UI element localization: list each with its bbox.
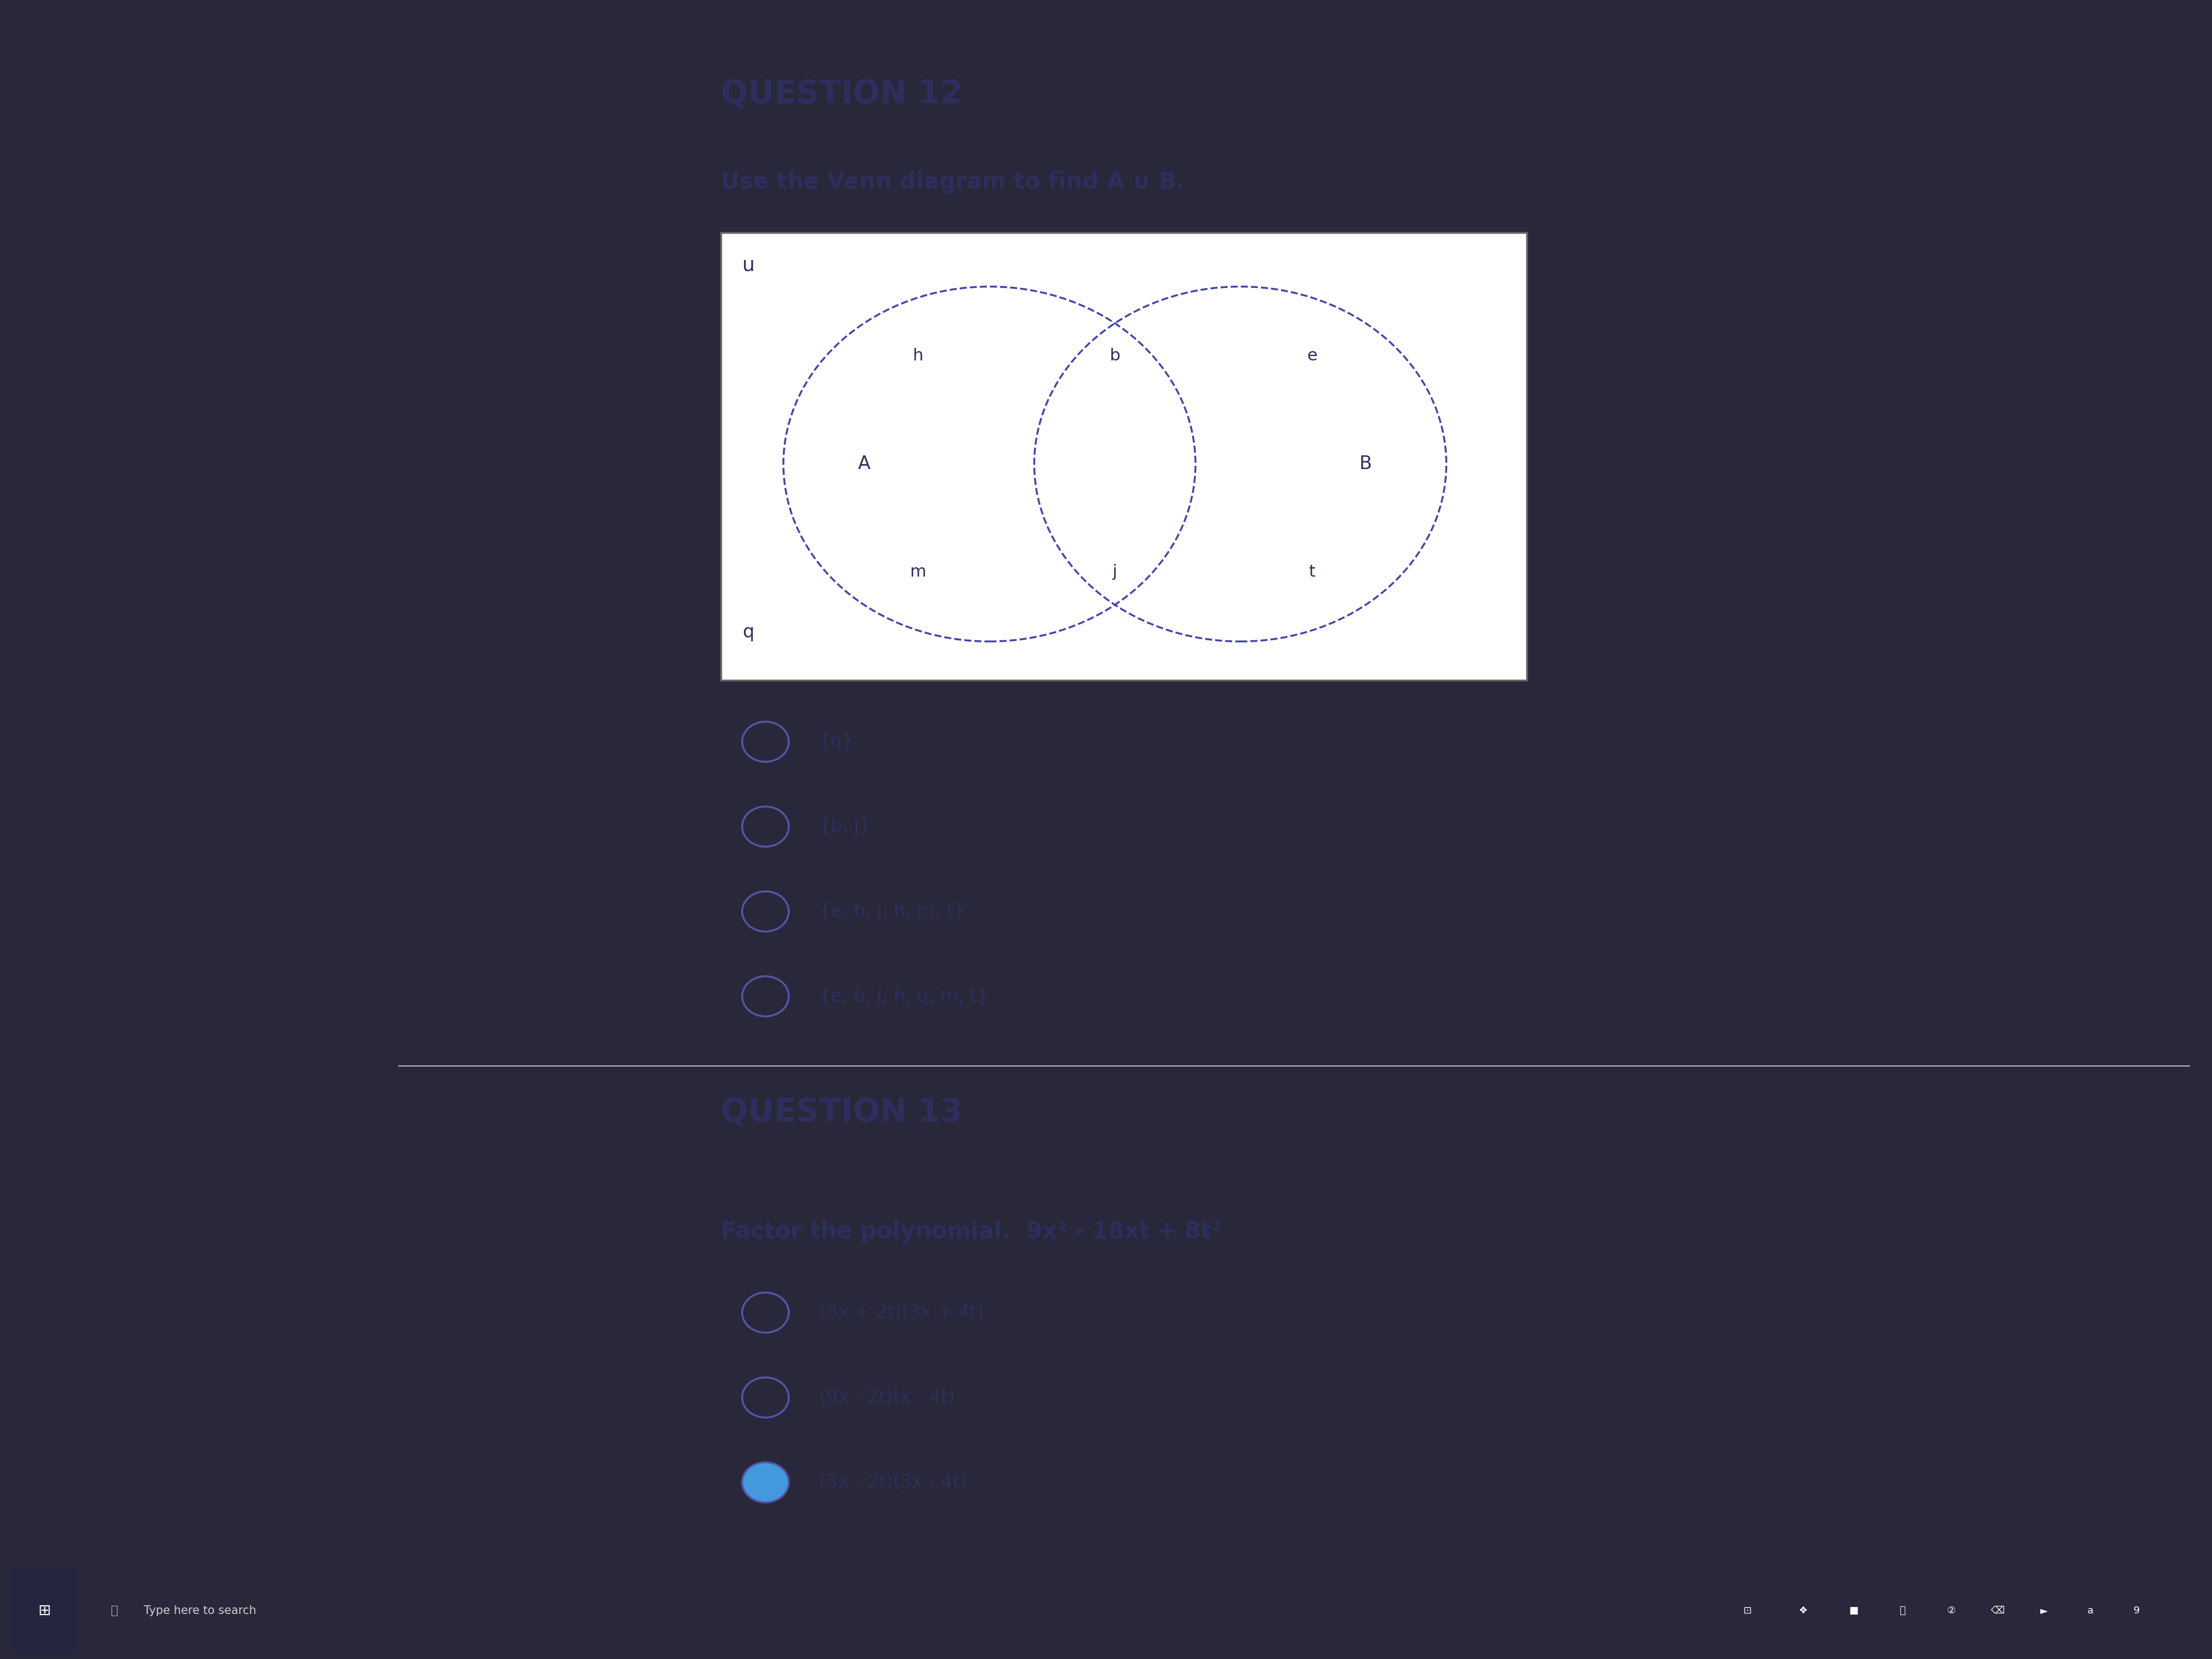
- Text: (3x + 2t)(3x + 4t): (3x + 2t)(3x + 4t): [818, 1304, 984, 1322]
- Text: h: h: [911, 348, 922, 363]
- Text: Use the Venn diagram to find A ∪ B.: Use the Venn diagram to find A ∪ B.: [721, 171, 1186, 194]
- Text: ⌕: ⌕: [111, 1606, 117, 1616]
- Text: ⊞: ⊞: [38, 1603, 51, 1619]
- Text: j: j: [1113, 564, 1117, 581]
- Text: A: A: [858, 455, 869, 473]
- Text: {q}: {q}: [818, 733, 854, 752]
- Circle shape: [743, 1462, 790, 1503]
- Text: ■: ■: [1849, 1606, 1858, 1616]
- Text: t: t: [1310, 564, 1316, 581]
- Text: e: e: [1307, 348, 1316, 363]
- FancyBboxPatch shape: [721, 232, 1526, 680]
- Text: B: B: [1360, 455, 1371, 473]
- Text: Factor the polynomial.  9x² - 18xt + 8t²: Factor the polynomial. 9x² - 18xt + 8t²: [721, 1219, 1221, 1243]
- Text: (9x - 2t)(x - 4t): (9x - 2t)(x - 4t): [818, 1389, 956, 1407]
- Text: {e, b, j, h, q, m, t}: {e, b, j, h, q, m, t}: [818, 987, 989, 1005]
- Text: QUESTION 13: QUESTION 13: [721, 1097, 962, 1128]
- Text: Type here to search: Type here to search: [144, 1606, 257, 1616]
- Text: 9: 9: [2135, 1606, 2139, 1616]
- Text: ⌫: ⌫: [1991, 1606, 2004, 1616]
- Text: ❖: ❖: [1798, 1606, 1807, 1616]
- Text: (3x - 2t)(3x - 4t): (3x - 2t)(3x - 4t): [818, 1473, 967, 1491]
- Text: {e, b, j, h, m, t}: {e, b, j, h, m, t}: [818, 902, 964, 921]
- Bar: [11, 1568, 77, 1654]
- Text: b: b: [1110, 348, 1119, 363]
- Text: ⚿: ⚿: [1900, 1606, 1905, 1616]
- Text: a: a: [2088, 1606, 2093, 1616]
- Text: {b, j}: {b, j}: [818, 818, 872, 836]
- Text: m: m: [909, 564, 927, 581]
- Text: u: u: [743, 255, 754, 274]
- Text: ►: ►: [2039, 1606, 2048, 1616]
- Text: q: q: [743, 624, 754, 642]
- Text: QUESTION 12: QUESTION 12: [721, 78, 962, 109]
- Text: ②: ②: [1947, 1606, 1955, 1616]
- Text: ⊡: ⊡: [1743, 1606, 1752, 1616]
